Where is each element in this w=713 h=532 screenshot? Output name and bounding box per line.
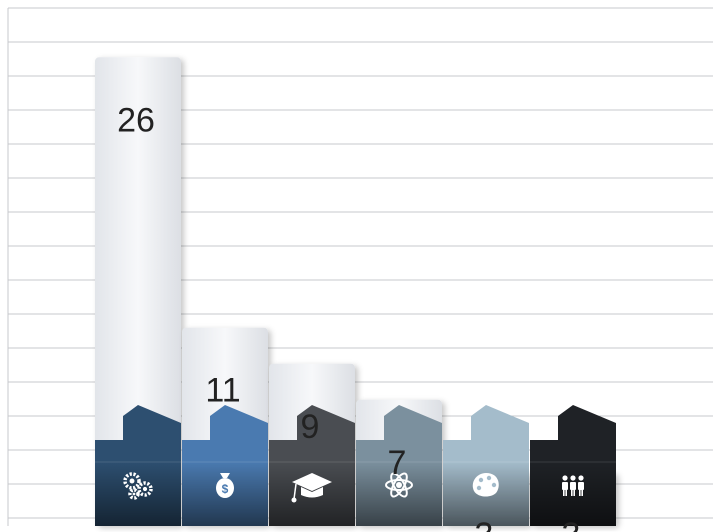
people-icon — [562, 475, 584, 496]
money-bag-icon: $ — [216, 473, 234, 498]
graduation-cap-icon — [291, 473, 332, 503]
value-label: 3 — [475, 516, 494, 532]
value-label: 7 — [388, 444, 407, 482]
bar-2: $11 — [182, 327, 268, 526]
value-label: 3 — [562, 516, 581, 532]
bar-4: 7 — [356, 399, 442, 526]
atom-icon — [385, 472, 413, 498]
palette-icon — [472, 473, 499, 497]
bar-5: 3 — [443, 405, 529, 532]
bar-base-shade — [530, 462, 616, 526]
value-label: 11 — [205, 372, 240, 410]
bar-3: 9 — [269, 363, 355, 526]
gears-icon — [123, 472, 153, 500]
value-label: 9 — [301, 408, 320, 446]
svg-text:$: $ — [222, 482, 229, 496]
bar — [95, 57, 181, 527]
value-label: 26 — [117, 101, 155, 139]
bar-6: 3 — [530, 405, 616, 532]
bars: 26 $11 9 7 3 3 — [95, 57, 616, 532]
bar-1: 26 — [95, 57, 181, 527]
